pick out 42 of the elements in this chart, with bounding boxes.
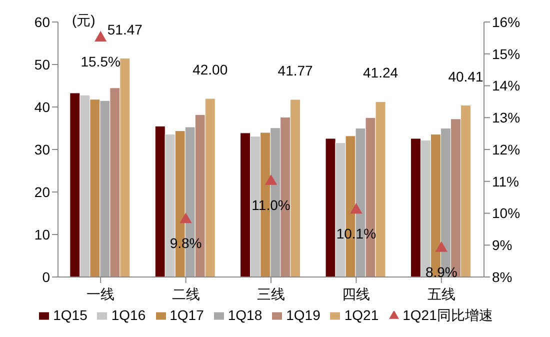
data-label: 10.1% — [336, 226, 376, 242]
x-tick-label: 三线 — [257, 286, 285, 302]
y2-tick-label: 15% — [492, 46, 520, 62]
y-tick-label: 50 — [34, 56, 50, 72]
data-label: 41.77 — [278, 62, 314, 78]
data-label: 42.00 — [192, 62, 228, 78]
legend-label: 1Q21同比增速 — [402, 307, 493, 323]
data-label: 9.8% — [170, 235, 202, 252]
x-tick-label: 四线 — [342, 286, 370, 302]
y2-tick-label: 16% — [492, 14, 520, 30]
y2-tick-label: 8% — [492, 268, 512, 285]
y2-tick-label: 10% — [492, 205, 520, 222]
legend-label: 1Q16 — [111, 307, 146, 323]
y-tick-label: 0 — [42, 268, 50, 285]
y2-tick-label: 11% — [492, 173, 519, 190]
point — [350, 203, 362, 214]
legend-label: 1Q17 — [170, 307, 204, 323]
y2-tick-label: 13% — [492, 110, 520, 126]
y2-tick-label: 9% — [492, 237, 512, 254]
x-tick-label: 一线 — [86, 286, 115, 302]
legend-label: 1Q15 — [53, 307, 88, 323]
x-tick-label: 二线 — [172, 286, 200, 302]
y2-tick-label: 14% — [492, 78, 520, 94]
x-tick-label: 五线 — [427, 286, 456, 302]
y-tick-label: 30 — [34, 141, 50, 158]
point — [94, 30, 107, 42]
data-label: 40.41 — [448, 68, 484, 84]
annotation: (元) — [72, 12, 96, 30]
y-tick-label: 60 — [34, 14, 50, 30]
point — [180, 212, 192, 224]
y2-tick-label: 12% — [492, 141, 520, 158]
y-tick-label: 10 — [34, 226, 50, 242]
y-tick-label: 20 — [34, 184, 50, 200]
data-label: 41.24 — [363, 64, 398, 81]
data-label: 51.47 — [107, 21, 143, 38]
point — [264, 174, 278, 185]
legend-label: 1Q18 — [228, 307, 262, 323]
y-tick-label: 40 — [34, 98, 50, 115]
data-label: 15.5% — [80, 53, 120, 70]
legend-label: 1Q21 — [344, 307, 379, 323]
legend-label: 1Q19 — [286, 307, 320, 323]
point — [435, 241, 448, 252]
